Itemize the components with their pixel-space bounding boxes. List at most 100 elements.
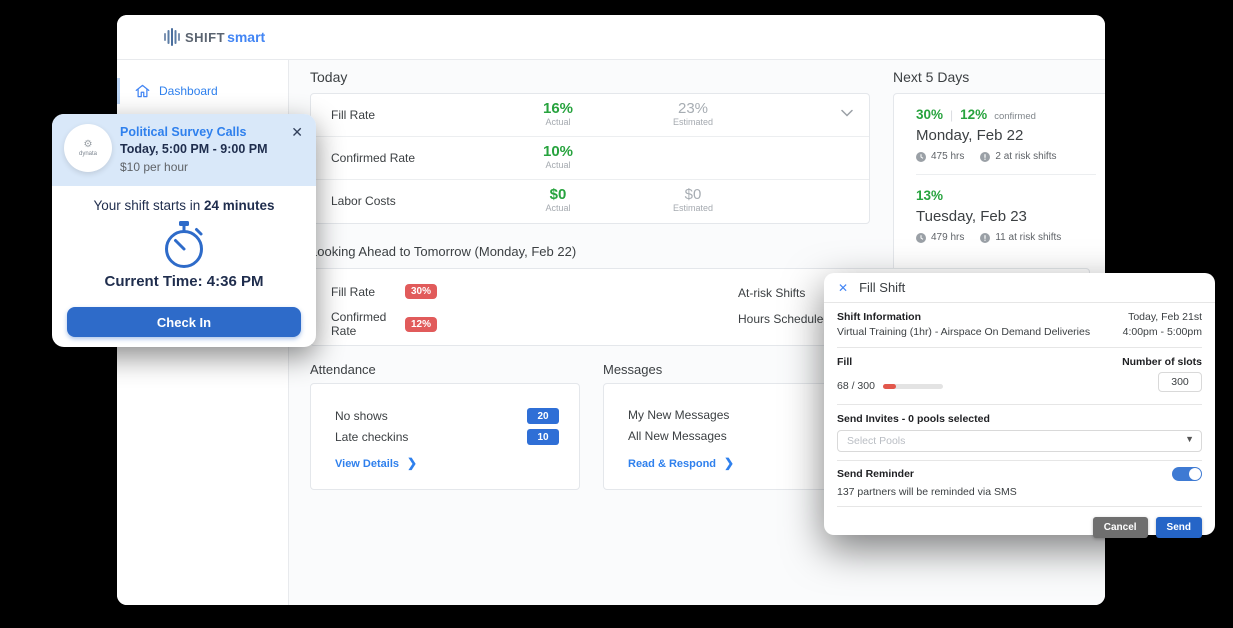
today-card: Fill Rate 16% Actual 23% Estimated Confi… bbox=[310, 93, 870, 224]
fill-count: 68 / 300 bbox=[837, 380, 875, 392]
all-new-messages-row: All New Messages bbox=[628, 429, 1069, 443]
send-button[interactable]: Send bbox=[1155, 517, 1202, 538]
day-date: Monday, Feb 22 bbox=[916, 127, 1024, 144]
row-label: Confirmed Rate bbox=[331, 151, 416, 165]
notification-header: ⚙ dynata Political Survey Calls Today, 5… bbox=[52, 114, 316, 186]
day-fill-pct: 30% bbox=[916, 107, 944, 122]
fill-label: Fill bbox=[837, 356, 853, 368]
shift-information-section: Shift Information Virtual Training (1hr)… bbox=[837, 303, 1202, 348]
modal-title: Fill Shift bbox=[859, 280, 906, 295]
shiftsmart-logo: SHIFT smart bbox=[164, 28, 265, 46]
hours-scheduled-label: Hours Scheduled bbox=[738, 312, 831, 326]
labor-costs-row: Labor Costs $0 Actual $0 Estimated bbox=[311, 180, 869, 223]
divider bbox=[916, 174, 1096, 175]
fill-rate-actual: 16% bbox=[542, 100, 574, 117]
messages-title: Messages bbox=[603, 362, 663, 377]
cancel-button[interactable]: Cancel bbox=[1092, 517, 1148, 538]
sidebar-item-label: Dashboard bbox=[159, 84, 218, 98]
confirmed-rate-actual: 10% bbox=[542, 143, 574, 160]
chevron-right-icon: ❯ bbox=[724, 456, 735, 470]
clock-icon bbox=[916, 232, 926, 243]
fill-progress-value bbox=[882, 383, 897, 389]
close-icon[interactable]: ✕ bbox=[838, 280, 849, 295]
chevron-right-icon: ❯ bbox=[407, 456, 418, 470]
actual-sublabel: Actual bbox=[545, 203, 571, 213]
avatar: ⚙ dynata bbox=[64, 124, 112, 172]
estimated-sublabel: Estimated bbox=[672, 117, 714, 127]
fill-progress-bar bbox=[882, 383, 943, 389]
sidebar-item-dashboard[interactable]: Dashboard bbox=[117, 78, 288, 104]
number-of-slots-label: Number of slots bbox=[1122, 356, 1202, 368]
send-invites-section: Send Invites - 0 pools selected ▼ bbox=[837, 405, 1202, 461]
day-item[interactable]: 13% Tuesday, Feb 23 479 hrs 11 at risk s… bbox=[894, 175, 1105, 255]
labor-costs-actual: $0 bbox=[549, 186, 567, 203]
no-shows-count-badge: 20 bbox=[527, 408, 559, 424]
at-risk-shifts-label: At-risk Shifts bbox=[738, 286, 806, 300]
app-header: SHIFT smart bbox=[117, 15, 1105, 60]
confirmed-rate-label: Confirmed Rate bbox=[331, 310, 387, 338]
confirmed-rate-badge: 12% bbox=[405, 316, 438, 332]
shift-notification-card: ⚙ dynata Political Survey Calls Today, 5… bbox=[52, 114, 316, 347]
dynata-logo-icon: ⚙ bbox=[83, 138, 93, 150]
read-respond-link[interactable]: Read & Respond ❯ bbox=[628, 456, 735, 470]
day-fill-pct: 13% bbox=[916, 188, 944, 203]
reminder-note: 137 partners will be reminded via SMS bbox=[837, 486, 1017, 498]
send-reminder-toggle[interactable] bbox=[1172, 467, 1202, 481]
shift-title: Political Survey Calls bbox=[120, 125, 247, 139]
day-hours: 475 hrs bbox=[931, 151, 965, 162]
row-label: No shows bbox=[335, 409, 388, 423]
day-risk: 11 at risk shifts bbox=[995, 232, 1062, 243]
alert-icon bbox=[980, 151, 991, 162]
tomorrow-title: Looking Ahead to Tomorrow (Monday, Feb 2… bbox=[310, 244, 577, 259]
day-item[interactable]: 30% | 12% confirmed Monday, Feb 22 475 h… bbox=[894, 94, 1105, 174]
active-indicator bbox=[117, 78, 120, 104]
select-pools-input[interactable] bbox=[837, 430, 1202, 452]
stopwatch-icon bbox=[165, 221, 203, 268]
fill-rate-row: Fill Rate 16% Actual 23% Estimated bbox=[311, 94, 869, 137]
day-risk: 2 at risk shifts bbox=[995, 151, 1057, 162]
fill-rate-label: Fill Rate bbox=[331, 284, 376, 299]
view-details-link[interactable]: View Details ❯ bbox=[335, 456, 418, 470]
modal-footer: Cancel Send bbox=[837, 507, 1202, 538]
row-label: My New Messages bbox=[628, 408, 730, 422]
toggle-knob bbox=[1189, 468, 1201, 480]
brand-shift: SHIFT bbox=[185, 29, 226, 45]
row-label: Labor Costs bbox=[331, 194, 396, 208]
number-of-slots-input[interactable] bbox=[1158, 372, 1202, 392]
day-confirmed-pct: 12% bbox=[960, 107, 988, 122]
labor-costs-estimated: $0 bbox=[684, 186, 702, 203]
fill-shift-modal: ✕ Fill Shift Shift Information Virtual T… bbox=[824, 273, 1215, 538]
home-icon bbox=[135, 84, 150, 98]
shift-time: Today, 5:00 PM - 9:00 PM bbox=[120, 142, 268, 156]
fill-section: Fill 68 / 300 Number of slots bbox=[837, 348, 1202, 405]
row-label: All New Messages bbox=[628, 429, 727, 443]
bars-logo-icon bbox=[164, 28, 180, 46]
late-checkins-row: Late checkins 10 bbox=[335, 429, 559, 445]
check-in-button[interactable]: Check In bbox=[67, 307, 301, 337]
shift-information-value: Virtual Training (1hr) - Airspace On Dem… bbox=[837, 326, 1091, 338]
late-checkins-count-badge: 10 bbox=[527, 429, 559, 445]
attendance-card: No shows 20 Late checkins 10 View Detail… bbox=[310, 383, 580, 490]
caret-down-icon[interactable]: ▼ bbox=[1185, 434, 1194, 444]
current-time-text: Current Time: 4:36 PM bbox=[104, 273, 264, 290]
countdown-minutes: 24 minutes bbox=[204, 198, 275, 213]
my-new-messages-row: My New Messages bbox=[628, 408, 1069, 422]
brand-smart: smart bbox=[227, 29, 266, 45]
shift-countdown-text: Your shift starts in 24 minutes bbox=[93, 198, 275, 213]
shift-date: Today, Feb 21st bbox=[1128, 311, 1202, 323]
confirmed-label: confirmed bbox=[994, 111, 1036, 122]
attendance-title: Attendance bbox=[310, 362, 376, 377]
day-hours: 479 hrs bbox=[931, 232, 965, 243]
send-reminder-label: Send Reminder bbox=[837, 468, 915, 480]
close-icon[interactable]: ✕ bbox=[291, 124, 303, 140]
actual-sublabel: Actual bbox=[545, 160, 571, 170]
confirmed-rate-row: Confirmed Rate 10% Actual bbox=[311, 137, 869, 180]
no-shows-row: No shows 20 bbox=[335, 408, 559, 424]
shift-rate: $10 per hour bbox=[120, 160, 189, 174]
chevron-down-icon[interactable] bbox=[841, 109, 853, 117]
modal-header: ✕ Fill Shift bbox=[824, 273, 1215, 303]
next-5-days-card: 30% | 12% confirmed Monday, Feb 22 475 h… bbox=[893, 93, 1105, 285]
today-title: Today bbox=[310, 69, 348, 85]
day-date: Tuesday, Feb 23 bbox=[916, 208, 1027, 225]
fill-rate-badge: 30% bbox=[405, 284, 438, 299]
